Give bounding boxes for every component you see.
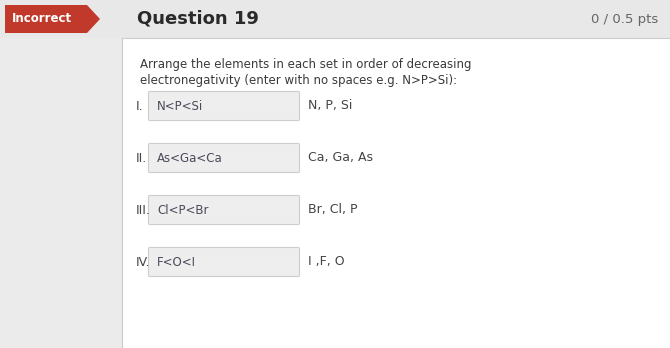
Text: IV.: IV. — [136, 255, 151, 269]
Text: 0 / 0.5 pts: 0 / 0.5 pts — [591, 13, 658, 25]
Text: Cl<P<Br: Cl<P<Br — [157, 204, 208, 216]
Text: Question 19: Question 19 — [137, 10, 259, 28]
Text: I ,F, O: I ,F, O — [308, 255, 344, 269]
Text: Incorrect: Incorrect — [12, 13, 72, 25]
Text: Ca, Ga, As: Ca, Ga, As — [308, 151, 373, 165]
Text: II.: II. — [136, 151, 147, 165]
Text: F<O<I: F<O<I — [157, 255, 196, 269]
FancyBboxPatch shape — [149, 92, 299, 120]
FancyBboxPatch shape — [5, 5, 87, 33]
FancyBboxPatch shape — [0, 0, 670, 38]
Text: III.: III. — [136, 204, 151, 216]
Text: electronegativity (enter with no spaces e.g. N>P>Si):: electronegativity (enter with no spaces … — [140, 74, 457, 87]
Text: Arrange the elements in each set in order of decreasing: Arrange the elements in each set in orde… — [140, 58, 472, 71]
Text: Br, Cl, P: Br, Cl, P — [308, 204, 358, 216]
FancyBboxPatch shape — [122, 38, 670, 348]
FancyBboxPatch shape — [0, 0, 122, 348]
FancyBboxPatch shape — [149, 247, 299, 277]
Text: I.: I. — [136, 100, 143, 112]
Text: N, P, Si: N, P, Si — [308, 100, 352, 112]
FancyBboxPatch shape — [149, 143, 299, 173]
Text: As<Ga<Ca: As<Ga<Ca — [157, 151, 222, 165]
FancyBboxPatch shape — [149, 196, 299, 224]
Text: N<P<Si: N<P<Si — [157, 100, 203, 112]
Polygon shape — [87, 5, 100, 33]
